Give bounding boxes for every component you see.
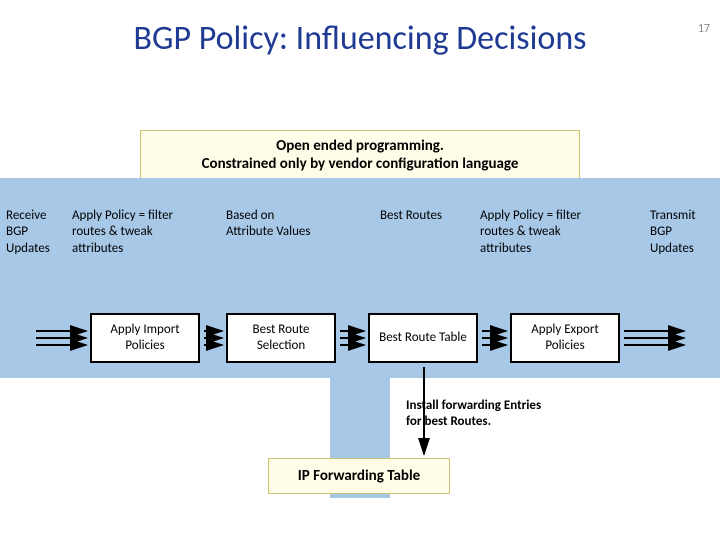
arrow-in-left: [0, 18, 720, 558]
